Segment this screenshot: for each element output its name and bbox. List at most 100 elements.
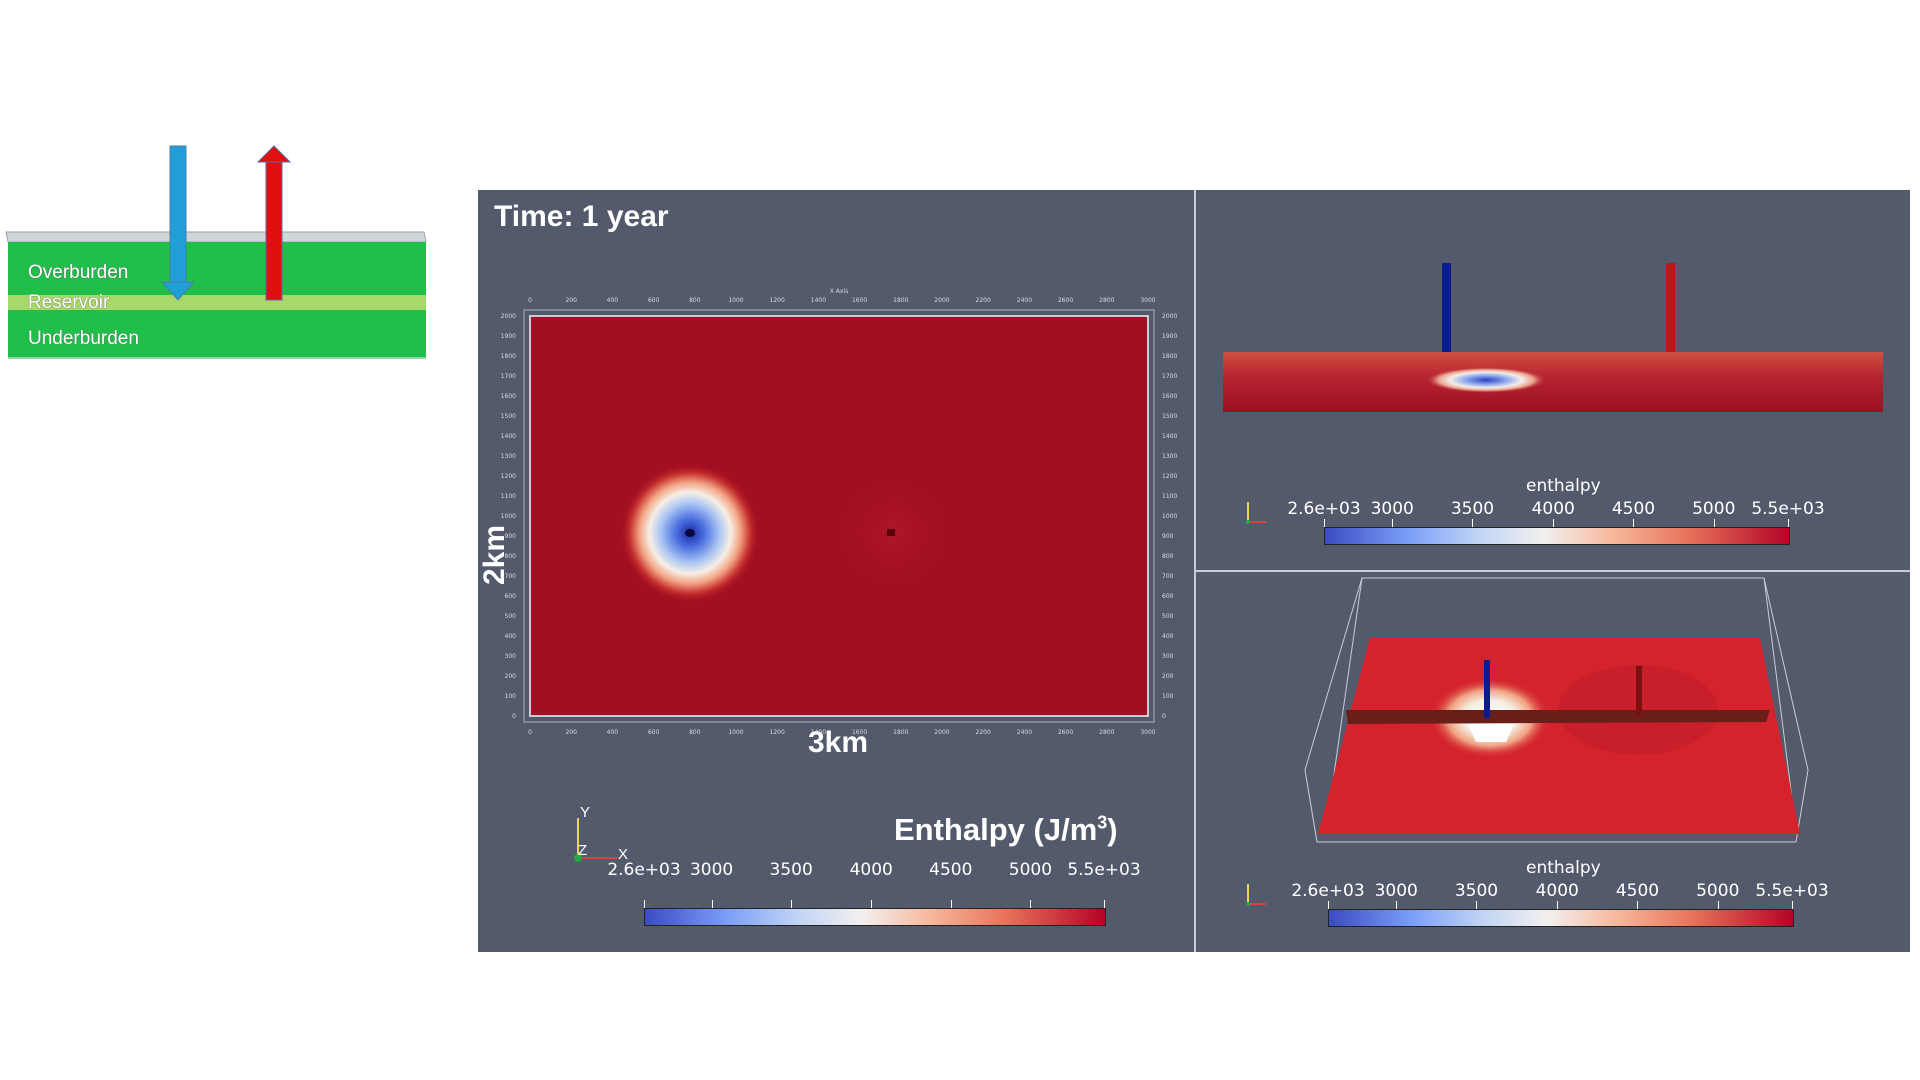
x-axis-tick-label: 1400 [811, 729, 826, 736]
x-axis-tick-label: 3000 [1140, 297, 1155, 304]
y-axis-tick-label: 900 [505, 533, 517, 540]
perspective-colorbar-tick-label: 2.6e+03 [1291, 881, 1365, 901]
x-axis-tick-label: 2800 [1099, 729, 1114, 736]
x-axis-tick-label: 0 [528, 729, 532, 736]
x-axis-title: X Axis [830, 288, 848, 295]
axis-x-label: X [618, 846, 629, 863]
side-colorbar-tick-mark [1392, 519, 1394, 527]
axis-y-label: Y [580, 804, 591, 821]
time-label: Time: 1 year [494, 200, 669, 233]
y-axis-tick-label: 2000 [501, 313, 516, 320]
y-axis-tick-label: 1400 [501, 433, 516, 440]
perspective-colorbar-title: enthalpy [1526, 858, 1601, 878]
main-colorbar-tick-label: 5.5e+03 [1067, 860, 1141, 880]
side-colorbar-tick-mark [1713, 519, 1715, 527]
overburden-label: Overburden [28, 262, 129, 283]
x-axis-tick-label: 2600 [1058, 729, 1073, 736]
side-colorbar-tick-mark [1788, 519, 1789, 527]
side-colorbar-tick-label: 5.5e+03 [1751, 499, 1825, 519]
x-axis-tick-label: 2400 [1017, 297, 1032, 304]
x-axis-tick-label: 1200 [770, 297, 785, 304]
x-axis-tick-label: 400 [607, 297, 619, 304]
main-colorbar-tick-label: 5000 [1008, 860, 1053, 880]
reservoir-schematic: Overburden Reservoir Underburden [0, 140, 430, 380]
side-colorbar-tick-mark [1553, 519, 1555, 527]
y-axis-tick-label: 700 [505, 573, 517, 580]
side-colorbar-tick-label: 3000 [1370, 499, 1414, 519]
main-colorbar-tick-mark [644, 900, 645, 908]
main-colorbar-tick-mark [711, 900, 713, 908]
y-axis-tick-label: 1900 [1162, 333, 1177, 340]
y-axis-tick-label: 900 [1162, 533, 1174, 540]
x-axis-tick-label: 600 [648, 297, 660, 304]
underburden-label: Underburden [28, 328, 139, 349]
main-colorbar-title: Enthalpy (J/m3) [894, 812, 1118, 847]
y-axis-tick-label: 0 [512, 713, 516, 720]
x-axis-tick-label: 2400 [1017, 729, 1032, 736]
main-colorbar-tick-mark [791, 900, 793, 908]
main-colorbar-tick-label: 4500 [929, 860, 973, 880]
perspective-colorbar-tick-mark [1557, 901, 1559, 909]
x-axis-tick-label: 2200 [976, 729, 991, 736]
perspective-colorbar-tick-mark [1792, 901, 1793, 909]
main-colorbar-tick-mark [1104, 900, 1105, 908]
production-well-marker [887, 529, 895, 536]
y-axis-tick-label: 500 [505, 613, 517, 620]
y-axis-tick-label: 100 [505, 693, 517, 700]
side-colorbar-title: enthalpy [1526, 476, 1601, 496]
top-view-render[interactable]: 0020020040040060060080080010001000120012… [478, 190, 1194, 952]
y-axis-tick-label: 300 [505, 653, 517, 660]
y-axis-tick-label: 500 [1162, 613, 1174, 620]
x-axis-tick-label: 1000 [728, 729, 743, 736]
main-colorbar-tick-mark [1030, 900, 1032, 908]
production-arrow [256, 145, 292, 301]
side-colorbar-tick-label: 3500 [1450, 499, 1495, 519]
x-axis-tick-label: 1400 [811, 297, 826, 304]
y-axis-tick-label: 800 [505, 553, 517, 560]
reservoir-label: Reservoir [28, 292, 110, 313]
side-colorbar-tick-mark [1324, 519, 1325, 527]
x-axis-tick-label: 1800 [893, 729, 908, 736]
width-label: 3km [808, 726, 869, 759]
x-axis-tick-label: 2000 [934, 297, 949, 304]
y-axis-tick-label: 600 [505, 593, 517, 600]
y-axis-tick-label: 1800 [1162, 353, 1177, 360]
y-axis-tick-label: 1500 [501, 413, 516, 420]
schematic-drawing [5, 145, 427, 359]
x-axis-tick-label: 1200 [770, 729, 785, 736]
x-axis-tick-label: 1600 [852, 297, 867, 304]
y-axis-tick-label: 1200 [501, 473, 516, 480]
x-axis-tick-label: 2800 [1099, 297, 1114, 304]
y-axis-tick-label: 1700 [501, 373, 516, 380]
y-axis-tick-label: 400 [1162, 633, 1174, 640]
injection-well-marker [685, 529, 695, 537]
y-axis-tick-label: 700 [1162, 573, 1174, 580]
x-axis-tick-label: 0 [528, 297, 532, 304]
perspective-colorbar-tick-label: 4500 [1615, 881, 1660, 901]
y-axis-tick-label: 1000 [1162, 513, 1177, 520]
height-label: 2km [478, 524, 511, 585]
injection-arrow [160, 145, 196, 301]
y-axis-tick-label: 200 [505, 673, 517, 680]
perspective-colorbar-tick-label: 3500 [1454, 881, 1499, 901]
side-colorbar-tick-label: 5000 [1692, 499, 1736, 519]
perspective-colorbar-tick-mark [1637, 901, 1639, 909]
side-colorbar-tick-label: 4000 [1531, 499, 1575, 519]
y-axis-tick-label: 1300 [501, 453, 516, 460]
y-axis-tick-label: 300 [1162, 653, 1174, 660]
panel-divider-vertical [1194, 190, 1196, 952]
x-axis-tick-label: 800 [689, 297, 701, 304]
y-axis-tick-label: 1600 [1162, 393, 1177, 400]
y-axis-tick-label: 1100 [501, 493, 516, 500]
x-axis-tick-label: 2000 [934, 729, 949, 736]
main-colorbar-tick-label: 3000 [689, 860, 734, 880]
y-axis-tick-label: 1400 [1162, 433, 1177, 440]
y-axis-tick-label: 100 [1162, 693, 1174, 700]
x-axis-tick-label: 200 [565, 729, 577, 736]
x-axis-tick-label: 1800 [893, 297, 908, 304]
panel-divider-horizontal [1196, 570, 1910, 572]
perspective-colorbar-tick-mark [1717, 901, 1719, 909]
perspective-colorbar-tick-label: 5.5e+03 [1755, 881, 1829, 901]
y-axis-tick-label: 1900 [501, 333, 516, 340]
y-axis-tick-label: 400 [505, 633, 517, 640]
